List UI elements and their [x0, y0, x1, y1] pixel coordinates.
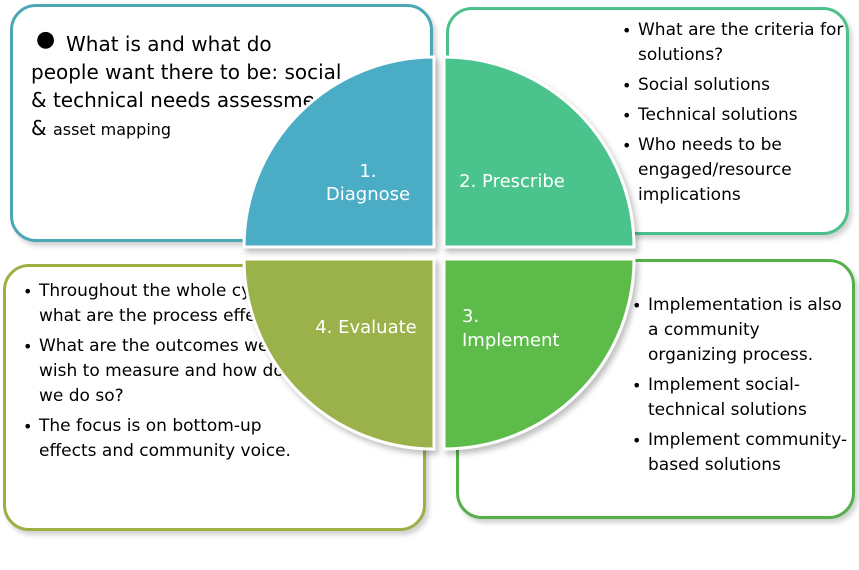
list-item: Implementation is also a community organ…: [631, 293, 853, 368]
list-item: The focus is on bottom-up effects and co…: [22, 414, 302, 464]
diagnose-text-body: people want there to be: social & techni…: [31, 58, 351, 144]
prescribe-list: What are the criteria for solutions? Soc…: [621, 18, 846, 213]
quadrant-diagnose: [242, 55, 436, 249]
prescribe-label: 2. Prescribe: [459, 171, 565, 192]
bullet-dot: ●: [36, 27, 56, 52]
quadrant-implement: [442, 257, 636, 451]
diagnose-text-first: What is and what do: [66, 32, 272, 56]
implement-label-num: 3.: [462, 306, 479, 327]
list-item: What are the criteria for solutions?: [621, 18, 846, 68]
quadrant-prescribe: [442, 55, 636, 249]
diagnose-label: Diagnose: [326, 184, 410, 205]
diagnose-label-num: 1.: [359, 161, 376, 182]
quadrant-evaluate: [242, 257, 436, 451]
evaluate-label: 4. Evaluate: [315, 317, 417, 338]
implement-label: Implement: [462, 330, 559, 351]
diagnose-text-rest: people want there to be: social & techni…: [31, 60, 342, 140]
list-item: Implement community-based solutions: [631, 428, 853, 478]
diagnose-text-small: asset mapping: [52, 120, 172, 139]
list-item: Throughout the whole cycle, what are the…: [22, 279, 302, 329]
list-item: Social solutions: [621, 73, 846, 98]
evaluate-list: Throughout the whole cycle, what are the…: [22, 279, 302, 469]
list-item: Implement social-technical solutions: [631, 373, 853, 423]
list-item: Who needs to be engaged/resource implica…: [621, 133, 846, 208]
list-item: Technical solutions: [621, 103, 846, 128]
implement-list: Implementation is also a community organ…: [631, 293, 853, 483]
list-item: What are the outcomes we wish to measure…: [22, 334, 302, 409]
